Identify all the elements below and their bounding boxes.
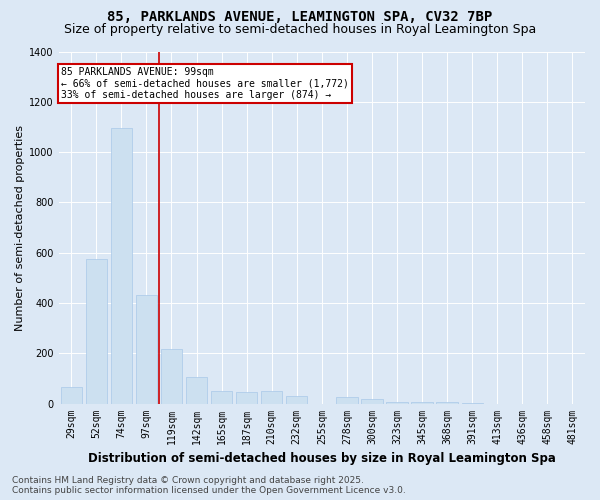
Text: Contains HM Land Registry data © Crown copyright and database right 2025.
Contai: Contains HM Land Registry data © Crown c… <box>12 476 406 495</box>
Y-axis label: Number of semi-detached properties: Number of semi-detached properties <box>15 124 25 330</box>
Bar <box>261 391 283 404</box>
Text: Size of property relative to semi-detached houses in Royal Leamington Spa: Size of property relative to semi-detach… <box>64 22 536 36</box>
Bar <box>236 392 257 404</box>
Bar <box>336 398 358 404</box>
X-axis label: Distribution of semi-detached houses by size in Royal Leamington Spa: Distribution of semi-detached houses by … <box>88 452 556 465</box>
Bar <box>412 402 433 404</box>
Bar <box>461 403 483 404</box>
Bar <box>61 387 82 404</box>
Bar <box>386 402 407 404</box>
Text: 85, PARKLANDS AVENUE, LEAMINGTON SPA, CV32 7BP: 85, PARKLANDS AVENUE, LEAMINGTON SPA, CV… <box>107 10 493 24</box>
Bar <box>186 377 207 404</box>
Bar <box>211 391 232 404</box>
Bar <box>361 398 383 404</box>
Bar <box>136 296 157 404</box>
Bar <box>110 128 132 404</box>
Bar <box>286 396 307 404</box>
Bar <box>86 259 107 404</box>
Bar <box>161 350 182 404</box>
Bar <box>436 402 458 404</box>
Text: 85 PARKLANDS AVENUE: 99sqm
← 66% of semi-detached houses are smaller (1,772)
33%: 85 PARKLANDS AVENUE: 99sqm ← 66% of semi… <box>61 66 349 100</box>
